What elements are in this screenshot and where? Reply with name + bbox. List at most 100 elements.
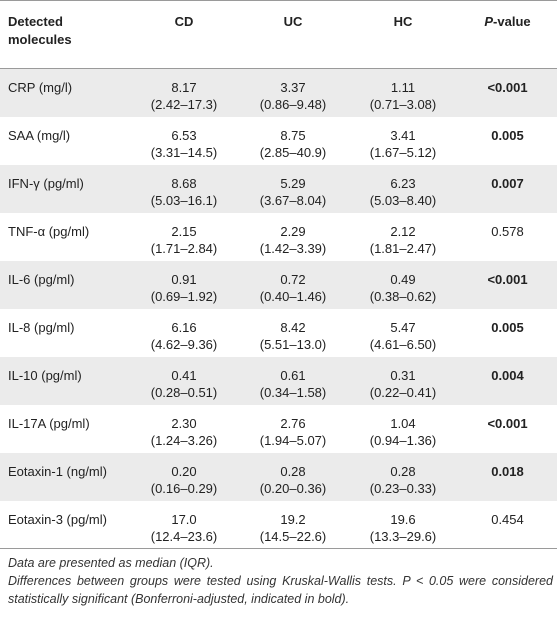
table-header-row: Detected molecules CD UC HC P-value [0, 0, 557, 69]
uc-iqr: (3.67–8.04) [259, 192, 327, 208]
molecule-name: IL-6 (pg/ml) [8, 271, 75, 287]
cd-iqr: (1.71–2.84) [150, 240, 218, 256]
table-row: Eotaxin-1 (ng/ml) 0.20 (0.16–0.29) 0.28 (0.2… [0, 452, 557, 501]
molecule-name: Eotaxin-3 (pg/ml) [8, 511, 107, 527]
hc-median: 5.47 [390, 319, 416, 335]
molecule-name: IL-10 (pg/ml) [8, 367, 82, 383]
hc-median: 0.31 [390, 367, 416, 383]
hc-iqr: (1.81–2.47) [369, 240, 437, 256]
cd-cell: 0.20 (0.16–0.29) [130, 453, 238, 501]
hc-iqr: (0.22–0.41) [369, 384, 437, 400]
hc-cell: 5.47 (4.61–6.50) [348, 309, 458, 357]
cd-iqr: (5.03–16.1) [150, 192, 218, 208]
header-p-italic: P [484, 14, 494, 29]
cd-cell: 2.30 (1.24–3.26) [130, 405, 238, 453]
table-row: CRP (mg/l) 8.17 (2.42–17.3) 3.37 (0.86–9.48)… [0, 68, 557, 117]
p-value-cell: <0.001 [487, 271, 528, 287]
uc-iqr: (1.42–3.39) [259, 240, 327, 256]
uc-median: 8.75 [280, 127, 306, 143]
header-molecules: Detected molecules [0, 0, 130, 69]
cd-cell: 8.68 (5.03–16.1) [130, 165, 238, 213]
uc-iqr: (2.85–40.9) [259, 144, 327, 160]
hc-iqr: (0.94–1.36) [369, 432, 437, 448]
cd-cell: 0.91 (0.69–1.92) [130, 261, 238, 309]
p-value-cell: 0.007 [491, 175, 524, 191]
cd-median: 0.41 [171, 367, 197, 383]
uc-iqr: (5.51–13.0) [259, 336, 327, 352]
uc-iqr: (1.94–5.07) [259, 432, 327, 448]
hc-cell: 0.49 (0.38–0.62) [348, 261, 458, 309]
molecule-name: TNF-α (pg/ml) [8, 223, 90, 239]
cd-iqr: (3.31–14.5) [150, 144, 218, 160]
table-row: IL-10 (pg/ml) 0.41 (0.28–0.51) 0.61 (0.34–1.… [0, 356, 557, 405]
uc-iqr: (0.40–1.46) [259, 288, 327, 304]
cd-median: 6.16 [171, 319, 197, 335]
molecule-name: IFN-γ (pg/ml) [8, 175, 84, 191]
header-hc: HC [348, 0, 458, 69]
p-value-cell: 0.018 [491, 463, 524, 479]
header-p-suffix: -value [493, 14, 531, 29]
cd-cell: 17.0 (12.4–23.6) [130, 501, 238, 549]
hc-median: 6.23 [390, 175, 416, 191]
hc-cell: 0.28 (0.23–0.33) [348, 453, 458, 501]
cd-cell: 2.15 (1.71–2.84) [130, 213, 238, 261]
uc-cell: 19.2 (14.5–22.6) [238, 501, 348, 549]
hc-iqr: (13.3–29.6) [369, 528, 437, 544]
hc-iqr: (1.67–5.12) [369, 144, 437, 160]
hc-cell: 6.23 (5.03–8.40) [348, 165, 458, 213]
hc-median: 0.28 [390, 463, 416, 479]
hc-cell: 3.41 (1.67–5.12) [348, 117, 458, 165]
molecule-name: SAA (mg/l) [8, 127, 71, 143]
cd-median: 2.30 [171, 415, 197, 431]
uc-median: 0.28 [280, 463, 306, 479]
cd-cell: 8.17 (2.42–17.3) [130, 69, 238, 117]
hc-iqr: (4.61–6.50) [369, 336, 437, 352]
cd-iqr: (4.62–9.36) [150, 336, 218, 352]
p-value-cell: 0.004 [491, 367, 524, 383]
uc-iqr: (0.20–0.36) [259, 480, 327, 496]
uc-median: 2.76 [280, 415, 306, 431]
p-value-cell: 0.578 [491, 223, 524, 239]
uc-median: 2.29 [280, 223, 306, 239]
header-cd: CD [130, 0, 238, 69]
footnote-2: Differences between groups were tested u… [8, 574, 553, 606]
uc-cell: 8.75 (2.85–40.9) [238, 117, 348, 165]
uc-cell: 5.29 (3.67–8.04) [238, 165, 348, 213]
uc-median: 0.61 [280, 367, 306, 383]
table-row: Eotaxin-3 (pg/ml) 17.0 (12.4–23.6) 19.2 (14.… [0, 501, 557, 549]
data-table: Detected molecules CD UC HC P-value CRP … [0, 0, 557, 549]
molecule-name: Eotaxin-1 (ng/ml) [8, 463, 107, 479]
hc-iqr: (0.38–0.62) [369, 288, 437, 304]
uc-cell: 0.28 (0.20–0.36) [238, 453, 348, 501]
header-p-value: P-value [458, 0, 557, 69]
cd-iqr: (0.69–1.92) [150, 288, 218, 304]
uc-iqr: (0.34–1.58) [259, 384, 327, 400]
hc-median: 19.6 [390, 511, 416, 527]
cd-median: 2.15 [171, 223, 197, 239]
p-value-cell: 0.454 [491, 511, 524, 527]
hc-median: 1.04 [390, 415, 416, 431]
cd-iqr: (0.28–0.51) [150, 384, 218, 400]
hc-iqr: (5.03–8.40) [369, 192, 437, 208]
uc-cell: 0.72 (0.40–1.46) [238, 261, 348, 309]
molecule-name: IL-8 (pg/ml) [8, 319, 75, 335]
uc-cell: 8.42 (5.51–13.0) [238, 309, 348, 357]
table-row: IL-8 (pg/ml) 6.16 (4.62–9.36) 8.42 (5.51–13.… [0, 309, 557, 357]
hc-median: 0.49 [390, 271, 416, 287]
table-footnotes: Data are presented as median (IQR). Diff… [8, 554, 553, 608]
hc-cell: 0.31 (0.22–0.41) [348, 357, 458, 405]
table-row: TNF-α (pg/ml) 2.15 (1.71–2.84) 2.29 (1.42–3.… [0, 213, 557, 261]
uc-cell: 2.76 (1.94–5.07) [238, 405, 348, 453]
cd-iqr: (2.42–17.3) [150, 97, 218, 112]
footnote-1: Data are presented as median (IQR). [8, 556, 214, 570]
cd-median: 6.53 [171, 127, 197, 143]
header-uc: UC [238, 0, 348, 69]
cd-iqr: (12.4–23.6) [150, 528, 218, 544]
cd-iqr: (1.24–3.26) [150, 432, 218, 448]
table-body: CRP (mg/l) 8.17 (2.42–17.3) 3.37 (0.86–9.48)… [0, 68, 557, 549]
cd-median: 17.0 [171, 511, 197, 527]
cd-median: 0.91 [171, 271, 197, 287]
cd-cell: 0.41 (0.28–0.51) [130, 357, 238, 405]
table-row: IFN-γ (pg/ml) 8.68 (5.03–16.1) 5.29 (3.67–8.… [0, 164, 557, 213]
